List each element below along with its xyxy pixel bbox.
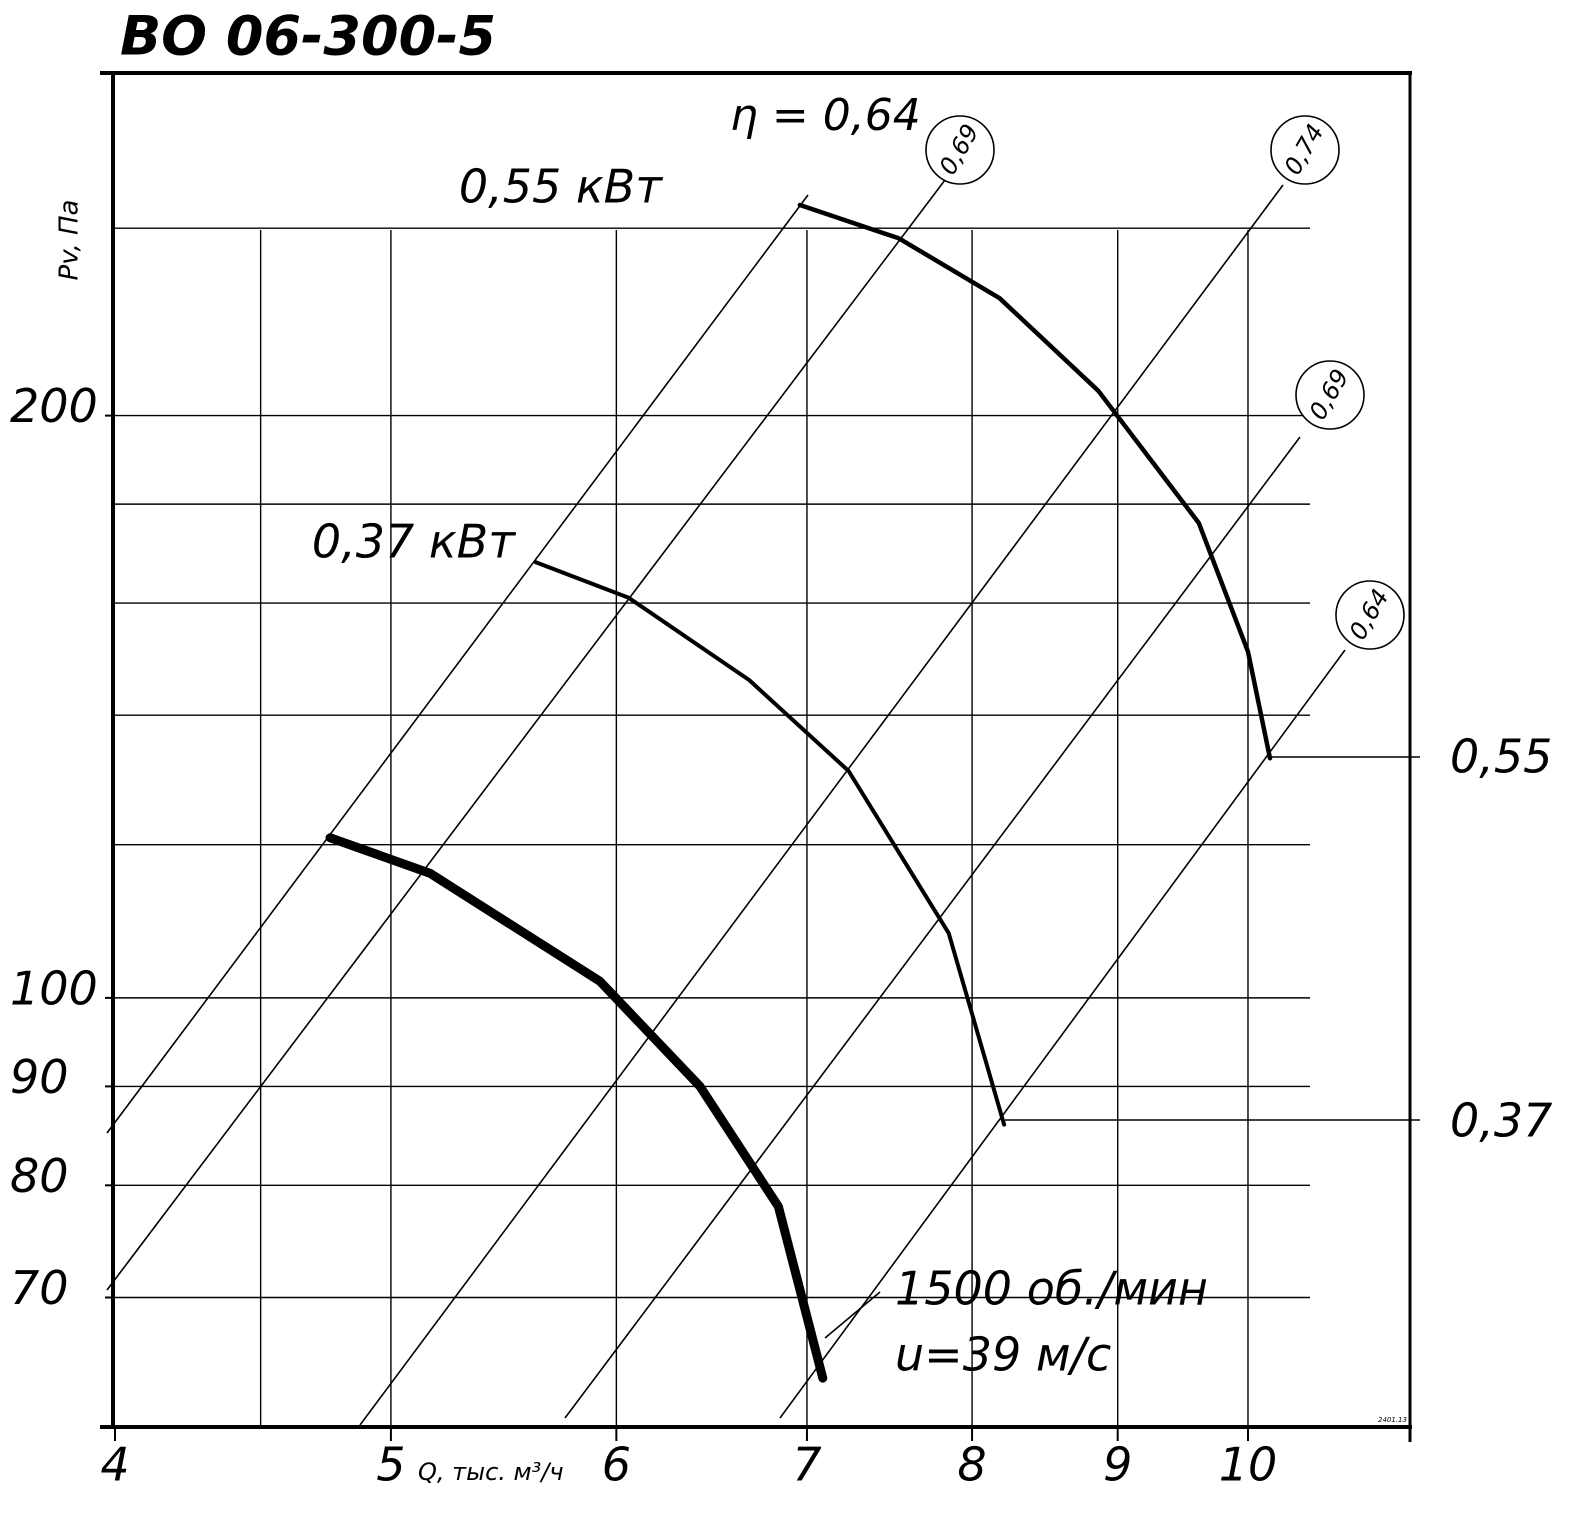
curve: [533, 560, 1007, 1127]
y-axis-label: Pv, Па: [55, 200, 85, 281]
x-tick-label: 8: [957, 1438, 986, 1492]
chart-title: ВО 06-300-5: [120, 5, 496, 68]
y-tick-label: 70: [10, 1261, 69, 1315]
ray-badge: [1295, 360, 1365, 430]
series-label: 0,55 кВт: [459, 160, 663, 214]
series-label: 0,37 кВт: [312, 515, 516, 569]
ray-badge: [1270, 115, 1340, 185]
curve: [325, 833, 828, 1383]
x-tick-label: 4: [100, 1438, 129, 1492]
leader-line: [824, 1291, 881, 1339]
ray: [564, 436, 1301, 1419]
curve: [797, 202, 1273, 761]
x-axis-label: Q, тыс. м³/ч: [418, 1458, 564, 1486]
ray: [779, 649, 1346, 1419]
annotation: u=39 м/с: [895, 1328, 1111, 1382]
series-label: 1500 об./мин: [895, 1262, 1208, 1316]
x-tick-label: 10: [1219, 1438, 1278, 1492]
x-tick-label: 9: [1103, 1438, 1132, 1492]
x-tick-label: 7: [792, 1438, 821, 1492]
efficiency-label: η = 0,64: [730, 90, 921, 141]
y-tick-label: 200: [10, 379, 98, 433]
y-tick-label: 100: [10, 961, 98, 1015]
power-label: 0,37: [1450, 1094, 1552, 1148]
ray: [106, 179, 946, 1291]
ray-badge: [1335, 580, 1405, 650]
x-tick-label: 5: [376, 1438, 405, 1492]
ray: [359, 184, 1284, 1426]
y-tick-label: 80: [10, 1149, 69, 1203]
annotation: 2401.13: [1378, 1416, 1407, 1424]
ray-badge: [925, 115, 995, 185]
x-tick-label: 6: [602, 1438, 631, 1492]
ray: [106, 194, 809, 1134]
power-label: 0,55: [1450, 730, 1552, 784]
y-tick-label: 90: [10, 1050, 69, 1104]
efficiency-rays: [106, 115, 1420, 1426]
